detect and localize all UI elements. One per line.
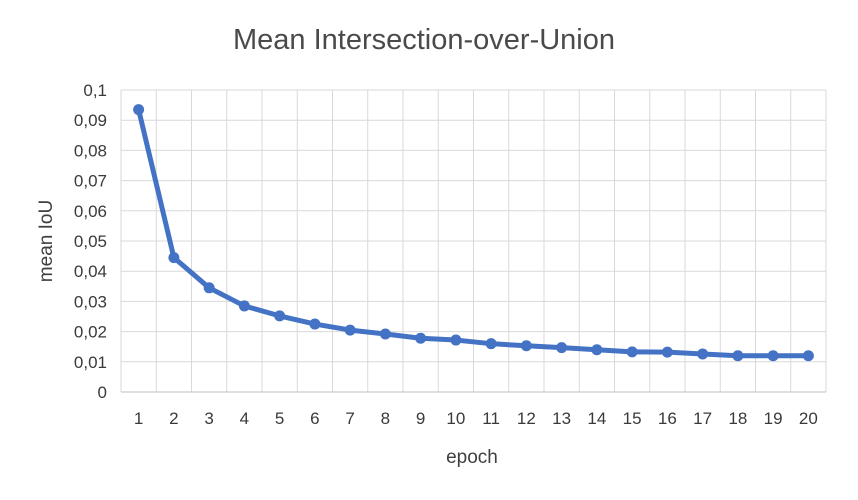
x-tick-label: 2	[169, 409, 178, 428]
data-point	[520, 340, 532, 352]
data-point	[802, 350, 814, 362]
x-tick-label: 8	[381, 409, 390, 428]
data-point	[450, 334, 462, 346]
x-tick-label: 5	[275, 409, 284, 428]
y-tick-label: 0,08	[74, 141, 107, 160]
y-tick-label: 0	[98, 383, 107, 402]
data-point	[379, 328, 391, 340]
y-tick-label: 0,01	[74, 353, 107, 372]
grid-layer	[120, 89, 827, 392]
data-point	[203, 282, 215, 294]
x-tick-label: 19	[764, 409, 783, 428]
x-tick-label: 11	[482, 409, 500, 428]
x-tick-label: 16	[658, 409, 677, 428]
data-point	[556, 342, 568, 354]
x-tick-label: 13	[552, 409, 571, 428]
x-tick-label: 17	[693, 409, 712, 428]
data-point	[344, 324, 356, 336]
series-layer	[133, 104, 814, 362]
y-tick-label: 0,1	[83, 81, 107, 100]
x-tick-label: 15	[623, 409, 642, 428]
x-tick-label: 9	[416, 409, 425, 428]
x-tick-label: 3	[204, 409, 213, 428]
data-point	[591, 344, 603, 356]
x-tick-label: 10	[446, 409, 465, 428]
y-axis-label: mean IoU	[36, 200, 57, 282]
y-tick-label: 0,09	[74, 111, 107, 130]
x-tick-label: 4	[240, 409, 249, 428]
data-point	[485, 338, 497, 350]
x-tick-label: 20	[799, 409, 818, 428]
data-point	[732, 350, 744, 362]
data-point	[238, 300, 250, 312]
data-point	[626, 346, 638, 358]
axis-layer: 0 0,01 0,02 0,03 0,04 0,05 0,06 0,07 0,08 0,09 0,1…	[74, 81, 826, 428]
y-tick-label: 0,03	[74, 292, 107, 311]
y-tick-label: 0,06	[74, 202, 107, 221]
x-tick-label: 1	[134, 409, 143, 428]
data-point	[133, 104, 145, 116]
y-tick-label: 0,05	[74, 232, 107, 251]
chart-title: Mean Intersection-over-Union	[233, 24, 615, 56]
series-line	[136, 107, 811, 359]
x-tick-label: 18	[728, 409, 747, 428]
x-tick-label: 7	[345, 409, 354, 428]
x-tick-label: 6	[310, 409, 319, 428]
y-tick-label: 0,02	[74, 323, 107, 342]
x-tick-label: 14	[587, 409, 606, 428]
data-point	[767, 350, 779, 362]
data-point	[168, 252, 180, 264]
y-tick-label: 0,07	[74, 172, 107, 191]
data-point	[697, 348, 709, 360]
data-point	[309, 318, 321, 330]
data-point	[661, 346, 673, 358]
x-axis-label: epoch	[446, 447, 498, 468]
data-point	[274, 310, 286, 322]
x-tick-label: 12	[517, 409, 536, 428]
y-tick-label: 0,04	[74, 262, 107, 281]
data-point	[415, 332, 427, 344]
